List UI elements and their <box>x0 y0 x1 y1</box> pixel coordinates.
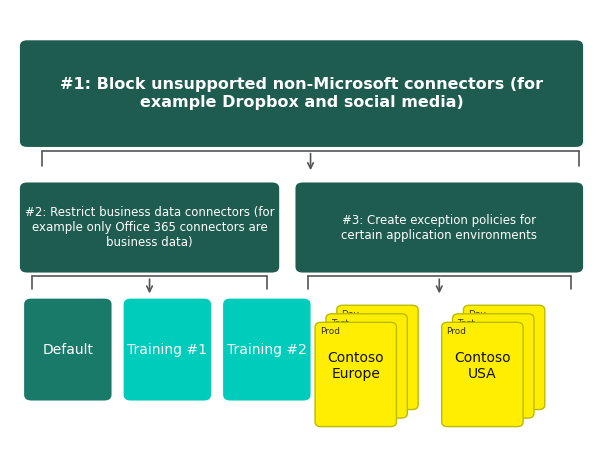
Text: #1: Block unsupported non-Microsoft connectors (for
example Dropbox and social m: #1: Block unsupported non-Microsoft conn… <box>60 77 543 110</box>
FancyBboxPatch shape <box>124 299 211 401</box>
Text: Default: Default <box>42 343 93 356</box>
Text: Training #2: Training #2 <box>227 343 307 356</box>
Text: Contoso
USA: Contoso USA <box>454 351 511 381</box>
Text: Prod: Prod <box>320 327 340 336</box>
Text: Contoso
Europe: Contoso Europe <box>327 351 384 381</box>
FancyBboxPatch shape <box>464 305 545 410</box>
FancyBboxPatch shape <box>295 182 583 273</box>
FancyBboxPatch shape <box>223 299 311 401</box>
Text: Training #1: Training #1 <box>127 343 207 356</box>
Text: Dev: Dev <box>341 310 359 319</box>
FancyBboxPatch shape <box>326 314 408 418</box>
FancyBboxPatch shape <box>442 322 523 427</box>
FancyBboxPatch shape <box>20 40 583 147</box>
FancyBboxPatch shape <box>24 299 112 401</box>
Text: #2: Restrict business data connectors (for
example only Office 365 connectors ar: #2: Restrict business data connectors (f… <box>25 206 274 249</box>
FancyBboxPatch shape <box>315 322 397 427</box>
FancyBboxPatch shape <box>20 182 279 273</box>
Text: Test: Test <box>458 319 475 328</box>
FancyBboxPatch shape <box>452 314 534 418</box>
Text: Test: Test <box>330 319 349 328</box>
FancyBboxPatch shape <box>336 305 418 410</box>
Text: Prod: Prod <box>446 327 467 336</box>
Text: Dev: Dev <box>469 310 486 319</box>
Text: #3: Create exception policies for
certain application environments: #3: Create exception policies for certai… <box>341 213 537 242</box>
